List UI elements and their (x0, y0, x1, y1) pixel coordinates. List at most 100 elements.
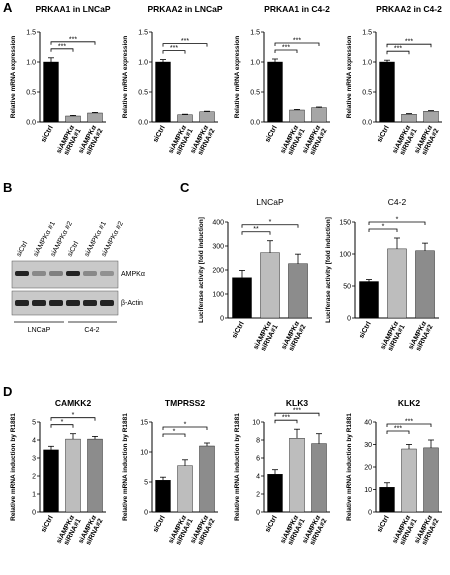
bar (387, 248, 407, 319)
error-bar (384, 59, 390, 62)
x-tick-label: siAMPKαsiRNA#2 (190, 514, 217, 549)
bar (267, 474, 283, 513)
y-tick-label: 0 (347, 316, 351, 323)
y-tick-label: 20 (364, 465, 372, 472)
bar (43, 449, 59, 513)
significance-bracket (162, 426, 208, 430)
y-tick-label: 0.5 (362, 90, 372, 97)
error-bar (204, 110, 210, 112)
x-tick-label: siCtrl (376, 125, 391, 144)
bar (232, 277, 252, 319)
error-bar (366, 279, 372, 282)
y-tick-label: 10 (364, 487, 372, 494)
blot-band (83, 300, 97, 306)
y-tick-label: 0 (256, 510, 260, 517)
error-bar (428, 110, 434, 112)
blot-band (66, 300, 80, 306)
x-tick-label: siAMPKαsiRNA#2 (414, 124, 441, 159)
x-tick-label: siCtrl (152, 125, 167, 144)
blot-band (32, 300, 46, 306)
chart-title: KLK2 (398, 398, 420, 408)
y-tick-label: 50 (343, 284, 351, 291)
significance-label: *** (293, 38, 301, 45)
significance-bracket (386, 50, 410, 55)
significance-bracket (386, 423, 432, 427)
chart-title: TMPRSS2 (165, 398, 205, 408)
x-tick-label: siAMPKαsiRNA#2 (302, 514, 329, 549)
significance-bracket (368, 228, 398, 232)
panel-letter: A (3, 0, 13, 15)
y-tick-label: 10 (252, 420, 260, 427)
y-axis-label: Luciferase activity [fold induction] (325, 217, 332, 323)
y-tick-label: 4 (32, 438, 36, 445)
x-tick-label: siAMPKαsiRNA#1 (380, 320, 407, 355)
y-axis-label: Luciferase activity [fold induction] (198, 217, 205, 323)
x-tick-label: siCtrl (231, 321, 246, 340)
bar (65, 115, 81, 123)
bar (311, 107, 327, 123)
error-bar (160, 476, 166, 481)
y-axis-label: Relative mRNA induction by R1881 (234, 413, 241, 521)
y-tick-label: 1.0 (362, 60, 372, 67)
significance-label: *** (282, 415, 290, 422)
y-tick-label: 30 (364, 442, 372, 449)
significance-bracket (162, 50, 186, 54)
y-tick-label: 1 (32, 492, 36, 499)
y-axis-label: Relative mRNA induction by R1881 (346, 413, 353, 521)
error-bar (267, 240, 273, 253)
x-tick-label: siCtrl (264, 125, 279, 144)
bar (267, 61, 283, 123)
error-bar (422, 242, 428, 251)
x-tick-label: siCtrl (376, 515, 391, 534)
significance-label: ** (253, 226, 259, 233)
error-bar (394, 237, 400, 249)
bar (289, 109, 305, 123)
y-tick-label: 0.5 (250, 90, 260, 97)
error-bar (406, 113, 412, 115)
error-bar (92, 435, 98, 440)
bar (199, 111, 215, 123)
y-tick-label: 40 (364, 420, 372, 427)
y-axis-label: Relative mRNA expression (10, 36, 17, 119)
y-axis-label: Relative mRNA induction by R1881 (122, 413, 129, 521)
bar (155, 480, 171, 513)
blot-band (49, 300, 63, 306)
x-tick-label: siCtrl (152, 515, 167, 534)
significance-label: *** (394, 46, 402, 53)
significance-label: *** (405, 39, 413, 46)
x-tick-label: siAMPKαsiRNA#2 (190, 124, 217, 159)
error-bar (294, 428, 300, 439)
bar (423, 110, 439, 123)
error-bar (428, 439, 434, 448)
error-bar (239, 270, 245, 278)
blot-band (15, 300, 29, 306)
error-bar (316, 106, 322, 108)
bar (401, 448, 417, 513)
bar (423, 447, 439, 513)
y-axis-label: Relative mRNA expression (346, 36, 353, 119)
y-tick-label: 0.0 (362, 120, 372, 127)
y-tick-label: 0.0 (250, 120, 260, 127)
bar (260, 252, 280, 319)
x-tick-label: siCtrl (40, 125, 55, 144)
lane-label: siCtrl (67, 240, 81, 258)
error-bar (182, 459, 188, 466)
y-tick-label: 400 (212, 220, 224, 227)
bar (177, 465, 193, 513)
y-axis-label: Relative mRNA expression (122, 36, 129, 119)
error-bar (406, 444, 412, 449)
blot-background (11, 260, 119, 289)
bar (289, 438, 305, 513)
y-tick-label: 15 (140, 420, 148, 427)
significance-bracket (274, 49, 298, 53)
significance-bracket (241, 224, 299, 228)
bar (87, 112, 103, 123)
significance-label: * (61, 419, 64, 426)
x-tick-label: siAMPKαsiRNA#2 (302, 124, 329, 159)
bar (155, 61, 171, 123)
y-tick-label: 1.5 (250, 30, 260, 37)
significance-label: * (269, 219, 272, 226)
significance-bracket (50, 417, 96, 421)
significance-label: *** (293, 408, 301, 415)
